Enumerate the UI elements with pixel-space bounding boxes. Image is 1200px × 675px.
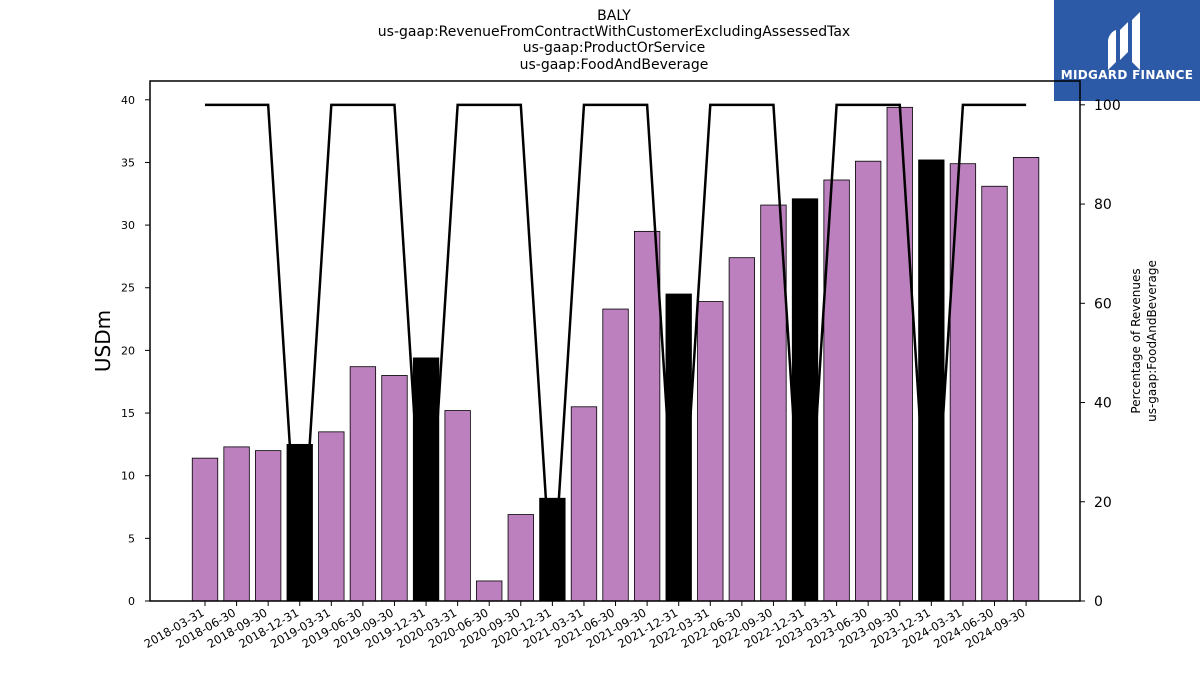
y-axis-label: USDm (91, 310, 115, 372)
bar (949, 163, 977, 602)
y-axis-right: 0 20 40 60 80 100 (1080, 98, 1121, 610)
chart-title-ticker: BALY (597, 8, 631, 24)
y-right-tick-label: 20 (1094, 495, 1112, 511)
chart-title-axis: us-gaap:ProductOrService (522, 40, 706, 56)
bar (602, 308, 629, 602)
y-right-tick-label: 0 (1094, 594, 1103, 610)
percentage-line (205, 103, 1027, 602)
bar (223, 446, 250, 602)
y-tick-label: 20 (121, 344, 135, 357)
y-right-tick-label: 80 (1094, 197, 1112, 213)
y-tick-label: 35 (121, 156, 135, 169)
bar (349, 366, 377, 602)
bar (570, 406, 598, 602)
x-axis: 2018-03-312018-06-302018-09-302018-12-31… (142, 601, 1028, 651)
bar (255, 450, 282, 602)
y-tick-label: 25 (121, 282, 135, 295)
bar (476, 580, 503, 602)
chart-title-concept: us-gaap:RevenueFromContractWithCustomerE… (377, 24, 851, 40)
y-right-tick-label: 60 (1094, 296, 1112, 312)
bar (318, 431, 345, 602)
y-tick-label: 30 (121, 219, 135, 232)
bar (728, 257, 756, 602)
bar (1012, 157, 1040, 602)
y-tick-label: 40 (121, 94, 135, 107)
bar (633, 230, 661, 602)
y-axis-left: 0 5 10 15 20 25 30 35 40 (121, 94, 150, 608)
bar (507, 514, 534, 602)
bar (381, 375, 408, 602)
y-tick-label: 5 (128, 532, 135, 545)
chart-title-member: us-gaap:FoodAndBeverage (519, 57, 709, 73)
y-right-label-line: us-gaap:FoodAndBeverage (1145, 260, 1159, 422)
y-right-tick-label: 40 (1094, 396, 1112, 412)
midgard-finance-logo: MIDGARD FINANCE (1054, 0, 1200, 101)
y-right-label-line: Percentage of Revenues (1129, 268, 1143, 413)
y-axis-right-label: Percentage of Revenues us-gaap:FoodAndBev… (1129, 260, 1159, 422)
bar (855, 160, 882, 602)
bar (191, 457, 219, 602)
y-tick-label: 15 (121, 407, 135, 420)
y-tick-label: 0 (128, 595, 135, 608)
logo-mark-icon (1108, 12, 1140, 70)
bar (981, 185, 1008, 602)
bar (697, 301, 724, 602)
percentage-line-group (205, 103, 1027, 602)
bar (886, 106, 913, 602)
y-right-tick-label: 100 (1094, 98, 1121, 114)
bars-group (191, 106, 1040, 602)
y-tick-label: 10 (121, 470, 135, 483)
plot-frame (149, 80, 1081, 602)
logo-text: MIDGARD FINANCE (1060, 68, 1194, 82)
bar (918, 159, 945, 602)
bar (444, 410, 471, 602)
bar (791, 198, 819, 602)
